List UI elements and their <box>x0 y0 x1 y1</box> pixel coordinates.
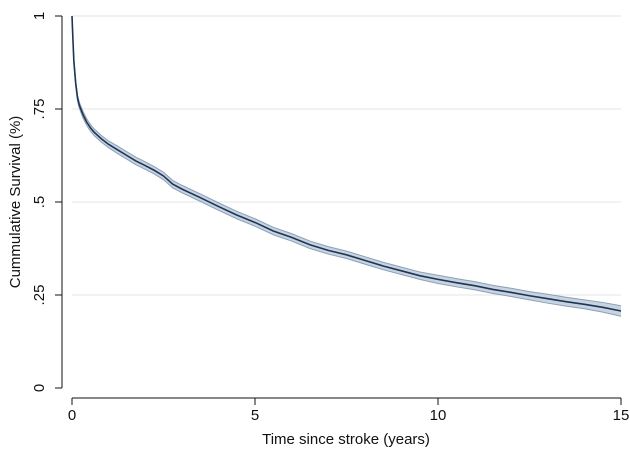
y-tick-label-2: .5 <box>31 196 48 209</box>
axes <box>61 16 621 399</box>
x-tick-label-1: 5 <box>251 407 259 424</box>
confidence-band-0 <box>72 16 621 317</box>
y-axis-title: Cummulative Survival (%) <box>7 116 24 289</box>
confidence-band-layer <box>71 15 622 317</box>
y-ticks: 0 .25 .5 .75 1 <box>31 12 62 392</box>
x-tick-label-3: 15 <box>613 407 630 424</box>
x-ticks: 0 5 10 15 <box>68 398 630 424</box>
confidence-lower-0 <box>71 15 622 317</box>
y-tick-label-0: 0 <box>31 384 48 392</box>
y-tick-label-3: .75 <box>31 99 48 120</box>
confidence-upper-0 <box>71 15 622 307</box>
x-tick-label-2: 10 <box>430 407 447 424</box>
survival-line-0 <box>71 15 622 312</box>
x-tick-label-0: 0 <box>68 407 76 424</box>
survival-line-layer <box>71 15 622 312</box>
y-tick-label-1: .25 <box>31 285 48 306</box>
y-tick-label-4: 1 <box>31 12 48 20</box>
x-axis-title: Time since stroke (years) <box>262 431 430 448</box>
